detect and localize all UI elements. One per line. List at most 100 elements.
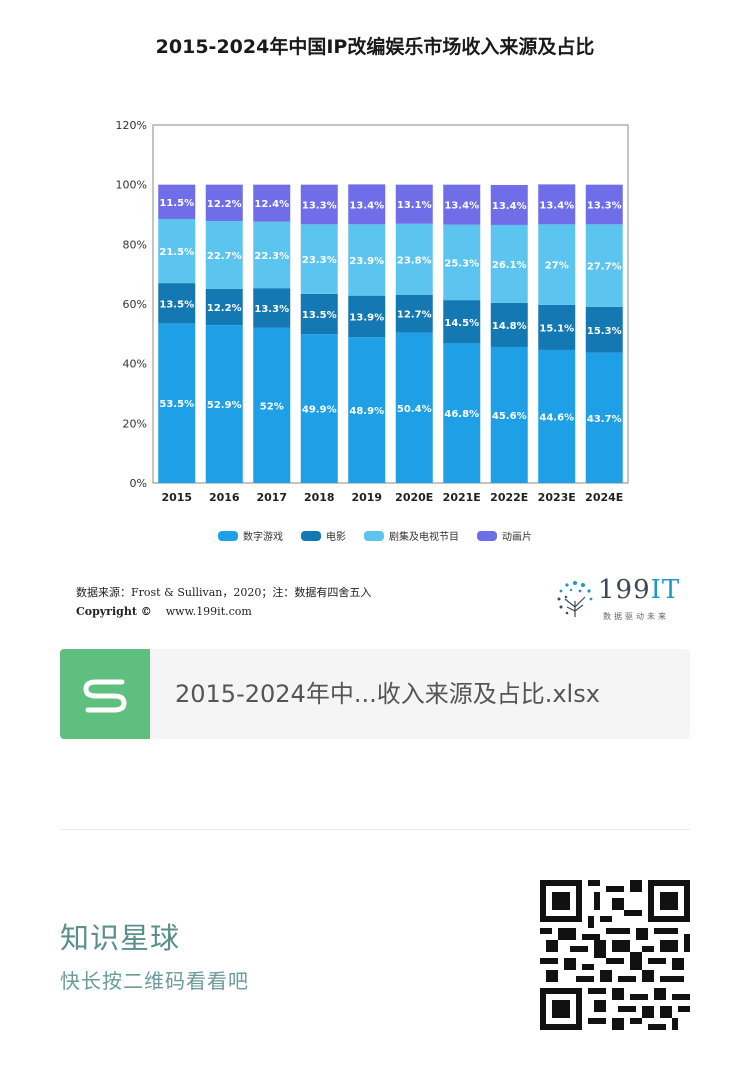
bar-segment <box>348 224 386 296</box>
x-tick-label: 2019 <box>351 491 382 504</box>
data-label: 13.4% <box>539 200 574 211</box>
bar-segment <box>348 184 386 225</box>
source-text: 数据来源：Frost & Sullivan，2020；注：数据有四舍五入 <box>76 586 372 599</box>
data-label: 13.4% <box>349 200 384 211</box>
bar-segment <box>585 306 623 353</box>
bar-segment <box>443 343 481 483</box>
bar-segment <box>205 184 243 222</box>
data-label: 12.2% <box>207 303 242 314</box>
bar-segment <box>395 184 433 224</box>
file-attachment-card[interactable]: 2015-2024年中...收入来源及占比.xlsx <box>60 649 690 739</box>
bar-segment <box>158 184 196 219</box>
data-label: 15.3% <box>587 326 622 337</box>
bar-segment <box>253 288 291 328</box>
stacked-bar-chart: 0% 20% 40% 60% 80% 100% 120% 53.5% 13.5% 21.5% 11… <box>116 119 629 504</box>
data-label: 45.6% <box>492 411 527 422</box>
legend-swatch <box>364 530 384 541</box>
divider <box>60 829 690 830</box>
spreadsheet-s-icon <box>60 649 150 739</box>
data-label: 11.5% <box>159 198 194 209</box>
bar-segment <box>443 224 481 301</box>
data-label: 50.4% <box>397 404 432 415</box>
bar-segment <box>395 294 433 333</box>
x-axis: 2015 2016 2017 2018 2019 2020E 2021E 2022E 2023E… <box>161 491 623 504</box>
bar-segment <box>300 224 338 294</box>
x-tick-label: 2017 <box>256 491 287 504</box>
data-label: 23.3% <box>302 255 337 266</box>
data-label: 52% <box>260 401 284 412</box>
legend-item: 数字游戏 <box>218 528 283 543</box>
bar-segment <box>158 283 196 324</box>
legend-item: 电影 <box>301 528 346 543</box>
bar-segment <box>348 295 386 338</box>
data-label: 13.4% <box>492 201 527 212</box>
bar-segment <box>585 224 623 307</box>
bar-segment <box>300 334 338 483</box>
y-tick-label: 20% <box>123 417 147 430</box>
data-label: 26.1% <box>492 260 527 271</box>
data-label: 13.1% <box>397 200 432 211</box>
legend-item: 剧集及电视节目 <box>364 528 459 543</box>
bar-segment <box>300 184 338 225</box>
bar-segment <box>253 184 291 222</box>
y-tick-label: 60% <box>123 298 147 311</box>
data-label: 13.3% <box>587 201 622 212</box>
y-tick-label: 80% <box>123 238 147 251</box>
bar-segment <box>395 332 433 483</box>
copyright-label: Copyright © <box>76 605 152 618</box>
copyright-line: Copyright © www.199it.com <box>76 602 371 621</box>
bar-segment <box>253 327 291 483</box>
data-label: 15.1% <box>539 323 574 334</box>
y-tick-label: 40% <box>123 358 147 371</box>
qr-code-icon[interactable] <box>540 880 690 1030</box>
plot-area-frame <box>152 124 629 484</box>
bar-segment <box>490 224 528 303</box>
data-label: 13.3% <box>302 201 337 212</box>
legend-swatch <box>301 530 321 541</box>
bar-segment <box>253 221 291 289</box>
source-url: www.199it.com <box>165 605 252 618</box>
bar-segment <box>443 184 481 225</box>
bar-segment <box>158 323 196 483</box>
bar-segment <box>205 288 243 326</box>
data-label: 13.5% <box>302 310 337 321</box>
x-tick-label: 2023E <box>538 491 576 504</box>
data-label: 43.7% <box>587 414 622 425</box>
y-tick-label: 100% <box>116 179 147 192</box>
dandelion-logo-icon <box>557 581 593 617</box>
y-tick-label: 0% <box>130 477 147 490</box>
bar-segment <box>490 346 528 483</box>
bar-segment <box>538 304 576 350</box>
brand-name: 199IT <box>598 575 681 605</box>
bar-segment <box>158 218 196 284</box>
data-label: 21.5% <box>159 247 194 258</box>
legend-swatch <box>218 530 238 541</box>
file-name: 2015-2024年中...收入来源及占比.xlsx <box>175 680 600 708</box>
bar-segment <box>538 184 576 225</box>
x-tick-label: 2016 <box>209 491 240 504</box>
data-label: 13.4% <box>444 201 479 212</box>
bar-segment <box>395 223 433 295</box>
legend-label: 数字游戏 <box>243 532 283 543</box>
data-label: 13.5% <box>159 299 194 310</box>
bar-segment <box>205 325 243 483</box>
data-label: 48.9% <box>349 406 384 417</box>
data-label: 53.5% <box>159 399 194 410</box>
bar-segment <box>348 337 386 483</box>
data-label: 23.8% <box>397 255 432 266</box>
brand-logo: 199IT 数据驱动未来 <box>553 575 693 625</box>
data-label: 13.9% <box>349 312 384 323</box>
data-label: 23.9% <box>349 256 384 267</box>
data-label: 22.3% <box>254 251 289 262</box>
data-label: 27% <box>545 261 569 272</box>
chart-title: 2015-2024年中国IP改编娱乐市场收入来源及占比 <box>155 36 595 58</box>
data-label: 22.7% <box>207 251 242 262</box>
bar-segment <box>490 302 528 347</box>
data-label: 12.4% <box>254 199 289 210</box>
legend-label: 电影 <box>326 532 346 543</box>
source-note: 数据来源：Frost & Sullivan，2020；注：数据有四舍五入 Cop… <box>76 583 371 621</box>
data-label: 12.2% <box>207 199 242 210</box>
bar-segment <box>538 349 576 483</box>
data-label: 13.3% <box>254 304 289 315</box>
legend-item: 动画片 <box>477 528 532 543</box>
